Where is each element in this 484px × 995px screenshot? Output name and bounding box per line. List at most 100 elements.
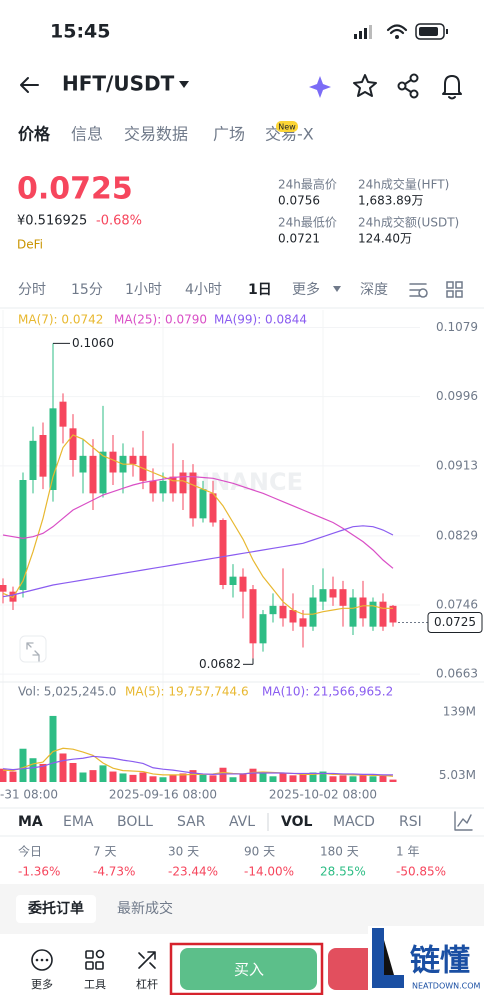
watermark-text: 链懂	[410, 944, 470, 979]
leverage-icon[interactable]	[138, 951, 156, 969]
indicator-tab[interactable]: AVL	[229, 814, 255, 830]
interval-tab[interactable]: 深度	[360, 282, 388, 298]
indicator-settings[interactable]	[454, 811, 473, 831]
candle-body	[299, 618, 307, 627]
order-tab[interactable]: 委托订单	[27, 900, 84, 917]
volume-bar	[279, 773, 287, 782]
order-tab-active[interactable]	[16, 895, 96, 923]
candle-body	[179, 472, 187, 494]
nav-tab[interactable]: 信息	[71, 125, 103, 144]
indicator-tab[interactable]: SAR	[177, 814, 206, 830]
volume-bar	[99, 765, 107, 782]
volume-legend: Vol: 5,025,245.0	[18, 685, 116, 699]
status-time: 15:45	[50, 21, 110, 43]
volume-bar	[259, 772, 267, 782]
volume-bar	[379, 775, 387, 782]
buy-label[interactable]: 买入	[234, 961, 264, 979]
volume-bar	[39, 763, 47, 782]
volume-bar	[19, 748, 27, 782]
back-button[interactable]	[20, 77, 39, 93]
pair-dropdown[interactable]	[179, 81, 189, 88]
stat-label: 24h成交量(HFT)	[358, 177, 449, 192]
indicator-tab[interactable]: VOL	[281, 814, 312, 830]
nav-tab[interactable]: 价格	[18, 125, 51, 144]
favorite-button[interactable]	[353, 74, 377, 97]
candle-body	[219, 520, 227, 585]
indicator-tab[interactable]: MA	[18, 814, 43, 830]
chart-settings[interactable]	[409, 283, 428, 298]
share-button[interactable]	[397, 73, 419, 99]
candle-body	[149, 480, 157, 494]
y-tick-label: 0.0663	[436, 667, 478, 681]
bottom-label[interactable]: 杠杆	[136, 977, 158, 991]
volume-bar	[179, 773, 187, 782]
interval-tab[interactable]: 4小时	[185, 282, 222, 298]
nav-tab[interactable]: 交易数据	[124, 125, 188, 144]
period-change: -4.73%	[93, 865, 135, 879]
candle-body	[0, 585, 7, 592]
indicator-tab[interactable]: BOLL	[117, 814, 153, 830]
tools-icon[interactable]	[85, 949, 105, 970]
volume-bar	[9, 771, 17, 782]
bottom-label[interactable]: 工具	[84, 978, 106, 991]
sell-button[interactable]	[328, 948, 378, 990]
indicator-tab[interactable]: EMA	[63, 814, 94, 830]
ai-button[interactable]	[309, 76, 331, 98]
indicator-tab[interactable]: MACD	[333, 814, 375, 830]
y-tick-label: 0.0746	[436, 598, 478, 612]
notification-button[interactable]	[442, 75, 462, 100]
last-price-label: 0.0725	[434, 615, 476, 629]
legend-entry: MA(25): 0.0790	[114, 313, 207, 327]
candle-body	[309, 597, 317, 627]
more-dropdown[interactable]	[333, 286, 341, 292]
volume-bar	[299, 774, 307, 782]
nav-tab[interactable]: 广场	[213, 125, 245, 144]
candle-body	[389, 605, 397, 623]
period-label: 90 天	[244, 845, 275, 859]
volume-bar	[159, 777, 167, 782]
ma-line	[2, 434, 393, 615]
candle-body	[379, 601, 387, 627]
candle-body	[69, 428, 77, 460]
interval-tab[interactable]: 1日	[248, 282, 272, 298]
period-change: -14.00%	[244, 865, 294, 879]
ma-line	[2, 476, 394, 569]
volume-bar	[69, 762, 77, 782]
period-change: -50.85%	[396, 865, 446, 879]
volume-bar	[249, 768, 257, 782]
pair-title[interactable]: HFT/USDT	[62, 72, 175, 96]
interval-tab[interactable]: 15分	[71, 282, 103, 298]
order-tab[interactable]: 最新成交	[117, 900, 173, 917]
volume-bar	[239, 773, 247, 782]
period-label: 1 年	[396, 845, 419, 859]
candle-body	[259, 614, 267, 644]
volume-bar	[319, 771, 327, 782]
more-icon[interactable]	[31, 949, 53, 971]
period-change: -23.44%	[168, 865, 218, 879]
volume-bar	[129, 774, 137, 782]
indicator-tab[interactable]: RSI	[399, 814, 422, 830]
volume-bar	[289, 775, 297, 782]
bottom-label[interactable]: 更多	[31, 977, 53, 991]
last-price-box	[427, 612, 483, 633]
watermark-logo	[372, 928, 404, 988]
volume-bar	[169, 775, 177, 782]
x-tick-label: -31 08:00	[0, 788, 58, 802]
stat-value: 124.40万	[358, 232, 412, 246]
stat-value: 1,683.89万	[358, 194, 423, 208]
annotation-label: 0.0682	[199, 657, 241, 671]
interval-tab[interactable]: 1小时	[125, 282, 162, 298]
layout-button[interactable]	[446, 281, 463, 298]
expand-button[interactable]	[19, 635, 47, 663]
volume-bar	[29, 758, 37, 782]
x-tick-label: 2025-09-16 08:00	[109, 788, 217, 802]
stat-value: 0.0721	[278, 232, 320, 246]
candle-body	[109, 451, 117, 473]
interval-tab[interactable]: 更多	[292, 281, 320, 298]
interval-tab[interactable]: 分时	[18, 282, 46, 298]
sector-tag[interactable]: DeFi	[17, 238, 43, 252]
buy-button[interactable]	[180, 948, 317, 990]
candle-body	[99, 451, 107, 494]
candle-body	[169, 476, 177, 494]
